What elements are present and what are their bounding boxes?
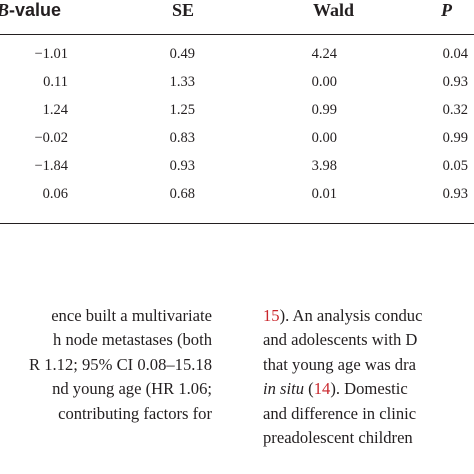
cell-b-value: −1.84 (34, 158, 68, 174)
body-text-span: ). An analysis conduc (279, 306, 423, 325)
table-header-row: B-value SE Wald P (0, 0, 474, 34)
cell-se: 0.93 (169, 158, 195, 174)
cell-p: 0.99 (442, 130, 468, 146)
body-text-line: ence built a multivariate (51, 306, 212, 325)
header-b-italic: B (0, 0, 9, 20)
right-text-column: 15). An analysis conduc and adolescents … (263, 304, 474, 450)
cell-se: 1.33 (169, 74, 195, 90)
cell-wald: 3.98 (311, 158, 337, 174)
cell-p: 0.04 (442, 46, 468, 62)
table-row: −0.02 0.83 0.00 0.99 (0, 130, 474, 154)
left-text-column: ence built a multivariate h node metasta… (0, 304, 212, 426)
cell-p: 0.93 (442, 74, 468, 90)
cell-wald: 4.24 (311, 46, 337, 62)
header-p: P (441, 0, 452, 20)
table-row: −1.01 0.49 4.24 0.04 (0, 46, 474, 70)
cell-se: 0.83 (169, 130, 195, 146)
body-text-line: contributing factors for (58, 403, 212, 423)
body-text-line: 15). An analysis conduc (263, 304, 474, 328)
italic-term: in situ (263, 379, 305, 399)
header-wald: Wald (313, 0, 355, 20)
cell-b-value: −0.02 (34, 130, 68, 146)
table-row: −1.84 0.93 3.98 0.05 (0, 158, 474, 182)
body-text-line: R 1.12; 95% CI 0.08–15.18 (29, 354, 212, 374)
body-text-span: ). Domestic (330, 379, 408, 399)
cell-wald: 0.01 (311, 186, 337, 202)
table-row: 0.06 0.68 0.01 0.93 (0, 186, 474, 210)
cell-wald: 0.00 (311, 130, 337, 146)
cell-se: 1.25 (169, 102, 195, 118)
cell-b-value: 0.06 (42, 186, 68, 202)
table-bottom-rule (0, 223, 474, 224)
table-row: 0.11 1.33 0.00 0.93 (0, 74, 474, 98)
body-text-line: in situ (14). Domestic (263, 377, 474, 401)
cell-wald: 0.00 (311, 74, 337, 90)
body-text-line: preadolescent children (263, 427, 413, 447)
cell-se: 0.49 (169, 46, 195, 62)
body-text-span: ( (304, 379, 314, 399)
cell-se: 0.68 (169, 186, 195, 202)
header-se: SE (172, 0, 195, 20)
header-b-value: B-value (0, 0, 61, 21)
table-row: 1.24 1.25 0.99 0.32 (0, 102, 474, 126)
reference-link[interactable]: 14 (313, 379, 331, 399)
body-text-line: h node metastases (both (53, 330, 212, 350)
cell-p: 0.93 (442, 186, 468, 202)
cell-b-value: 0.11 (43, 74, 68, 90)
table-top-rule (0, 34, 474, 35)
header-b-rest: -value (9, 0, 62, 20)
cell-b-value: −1.01 (34, 46, 68, 62)
cell-wald: 0.99 (311, 102, 337, 118)
cell-p: 0.32 (442, 102, 468, 118)
cell-p: 0.05 (442, 158, 468, 174)
body-text-line: nd young age (HR 1.06; (52, 379, 212, 399)
body-text-line: and difference in clinic (263, 403, 417, 423)
reference-link[interactable]: 15 (263, 306, 280, 325)
body-text-line: that young age was dra (263, 354, 416, 374)
body-text-line: and adolescents with D (263, 330, 418, 350)
cell-b-value: 1.24 (42, 102, 68, 118)
